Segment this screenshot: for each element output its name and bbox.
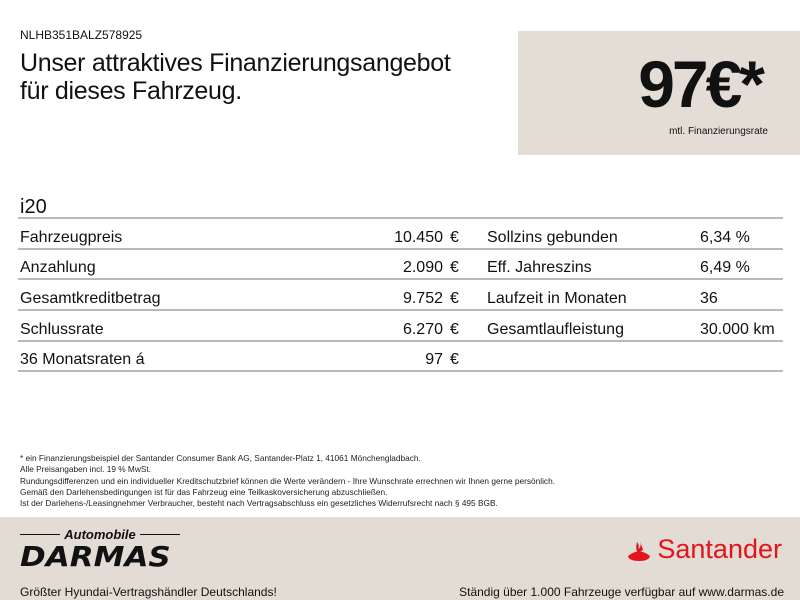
row-right-value: 30.000 km — [700, 321, 775, 338]
divider — [18, 248, 783, 250]
row-label: Fahrzeugpreis — [20, 229, 123, 246]
footnote: Ist der Darlehens-/Leasingnehmer Verbrau… — [20, 498, 498, 509]
table-row: Fahrzeugpreis 10.450 € Sollzins gebunden 6,3… — [0, 229, 800, 251]
darmas-logo: Automobile DARMAS — [20, 527, 180, 572]
row-label: 36 Monatsraten á — [20, 351, 145, 368]
footer: Automobile DARMAS Santander Größter Hyun… — [0, 517, 800, 600]
row-value: 97 — [425, 351, 443, 368]
table-row: Anzahlung 2.090 € Eff. Jahreszins 6,49 % — [0, 259, 800, 281]
table-row: 36 Monatsraten á 97 € — [0, 351, 800, 373]
row-label: Schlussrate — [20, 321, 104, 338]
divider — [18, 370, 783, 372]
table-row: Schlussrate 6.270 € Gesamtlaufleistung 30.00… — [0, 321, 800, 343]
title-line-1: Unser attraktives Finanzierungsangebot — [20, 49, 451, 77]
dealer-website: Ständig über 1.000 Fahrzeuge verfügbar a… — [459, 585, 784, 599]
model-name: i20 — [20, 196, 47, 218]
footnote: * ein Finanzierungsbeispiel der Santande… — [20, 453, 421, 463]
divider — [18, 278, 783, 280]
price-box: 97€* mtl. Finanzierungsrate — [518, 31, 800, 155]
divider — [18, 309, 783, 311]
row-right-value: 6,34 % — [700, 229, 750, 246]
title-line-2: für dieses Fahrzeug. — [20, 77, 242, 105]
row-right-value: 36 — [700, 290, 718, 307]
logo-big-text: DARMAS — [20, 540, 171, 574]
row-unit: € — [450, 351, 459, 368]
row-right-label: Sollzins gebunden — [487, 229, 618, 246]
footnote: Gemäß den Darlehensbedingungen ist für d… — [20, 486, 388, 497]
row-unit: € — [450, 290, 459, 307]
footnotes: * ein Finanzierungsbeispiel der Santande… — [20, 453, 555, 509]
vehicle-id: NLHB351BALZ578925 — [20, 28, 143, 42]
table-row: Gesamtkreditbetrag 9.752 € Laufzeit in Mona… — [0, 290, 800, 312]
price-label: mtl. Finanzierungsrate — [669, 126, 768, 137]
row-value: 9.752 — [402, 290, 443, 307]
row-unit: € — [450, 259, 459, 276]
santander-text: Santander — [657, 534, 782, 564]
divider — [18, 217, 783, 219]
footnote: Alle Preisangaben incl. 19 % MwSt. — [20, 464, 151, 475]
santander-flame-icon — [628, 541, 651, 561]
row-right-label: Eff. Jahreszins — [487, 259, 592, 276]
row-right-label: Laufzeit in Monaten — [487, 290, 627, 307]
row-label: Anzahlung — [20, 259, 96, 276]
monthly-price: 97€* — [638, 47, 765, 121]
santander-logo: Santander — [627, 534, 782, 565]
row-label: Gesamtkreditbetrag — [20, 290, 161, 307]
row-unit: € — [450, 229, 459, 246]
divider — [18, 340, 783, 342]
logo-small-text: Automobile — [64, 527, 136, 542]
row-value: 6.270 — [402, 321, 443, 338]
row-value: 10.450 — [394, 229, 443, 246]
row-unit: € — [450, 321, 459, 338]
row-right-label: Gesamtlaufleistung — [487, 321, 624, 338]
row-right-value: 6,49 % — [700, 259, 750, 276]
dealer-slogan: Größter Hyundai-Vertragshändler Deutschl… — [20, 585, 277, 599]
page-title: Unser attraktives Finanzierungsangebot f… — [20, 49, 451, 105]
footnote: Rundungsdifferenzen und ein individuelle… — [20, 475, 556, 486]
row-value: 2.090 — [402, 259, 443, 276]
